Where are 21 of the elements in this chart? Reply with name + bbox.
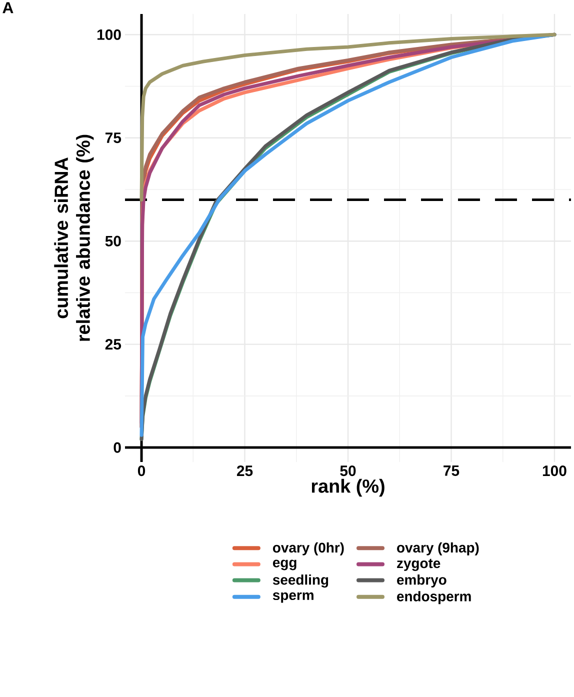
legend-label: egg — [272, 560, 296, 570]
y-tick-label: 50 — [105, 236, 121, 246]
y-tick-label: 0 — [114, 442, 121, 453]
y-tick-label: 25 — [105, 339, 122, 350]
y-tick-label: 100 — [97, 29, 121, 40]
text: A — [2, 2, 14, 14]
legend-label: endosperm — [397, 591, 471, 604]
legend-label: seedling — [272, 574, 328, 588]
x-tick-label: 0 — [138, 466, 146, 476]
x-axis-title: rank (%) — [312, 478, 384, 497]
x-tick-label: 75 — [444, 466, 460, 476]
legend-label: embryo — [397, 574, 446, 588]
y-tick-label: 75 — [106, 132, 122, 144]
legend-label: ovary (9hap) — [397, 542, 479, 556]
legend-label: ovary (0hr) — [272, 542, 344, 556]
x-tick-label: 25 — [236, 466, 253, 476]
legend-label: sperm — [272, 592, 314, 603]
x-tick-label: 100 — [542, 466, 566, 476]
legend-label: zygote — [397, 558, 440, 571]
x-tick-label: 50 — [340, 466, 356, 476]
y-axis-title: cumulative siRNA relative abundance (%) — [54, 134, 94, 341]
